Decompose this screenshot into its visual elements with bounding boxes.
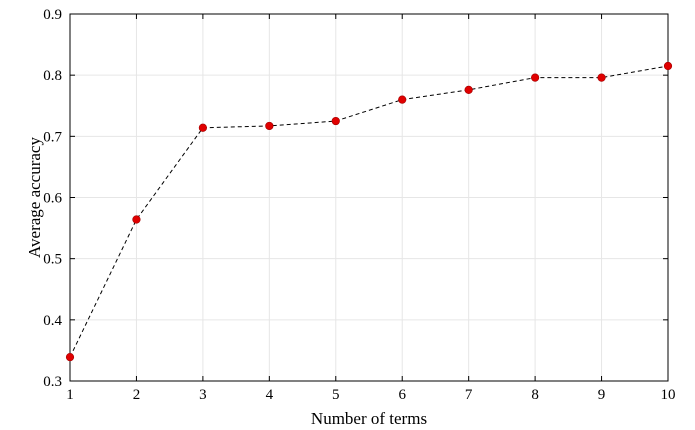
data-point xyxy=(663,61,673,71)
x-tick-label: 5 xyxy=(332,387,340,403)
x-tick-label: 2 xyxy=(133,387,141,403)
data-point xyxy=(198,123,207,132)
series-line xyxy=(69,65,669,358)
data-point xyxy=(597,73,606,82)
series-layer xyxy=(65,61,673,362)
y-tick-label: 0.4 xyxy=(43,313,62,329)
y-tick-label: 0.7 xyxy=(43,129,62,145)
y-tick-label: 0.3 xyxy=(43,374,62,390)
x-tick-label: 4 xyxy=(266,387,274,403)
x-tick-label: 7 xyxy=(465,387,473,403)
data-point xyxy=(464,85,473,94)
y-tick-label: 0.8 xyxy=(43,68,62,84)
y-axis-title: Average accuracy xyxy=(25,137,44,258)
x-tick-label: 8 xyxy=(531,387,539,403)
data-point xyxy=(398,95,407,104)
y-tick-label: 0.9 xyxy=(43,7,62,23)
data-point xyxy=(65,353,75,362)
grid xyxy=(69,13,669,382)
data-point xyxy=(331,116,340,126)
x-tick-label: 1 xyxy=(66,387,74,403)
data-point xyxy=(531,73,540,82)
ticks: 1 2 3 4 5 6 7 8 9 10 0.3 0.4 0.5 0.6 0.7 0.8 0.9 xyxy=(43,7,675,403)
x-tick-label: 3 xyxy=(199,387,207,403)
y-tick-label: 0.5 xyxy=(43,252,62,268)
x-axis-title: Number of terms xyxy=(311,409,427,428)
data-point xyxy=(265,121,274,131)
y-tick-label: 0.6 xyxy=(43,191,62,207)
x-tick-label: 6 xyxy=(398,387,406,403)
x-tick-label: 10 xyxy=(661,387,676,403)
x-tick-label: 9 xyxy=(598,387,606,403)
data-point xyxy=(132,215,141,224)
